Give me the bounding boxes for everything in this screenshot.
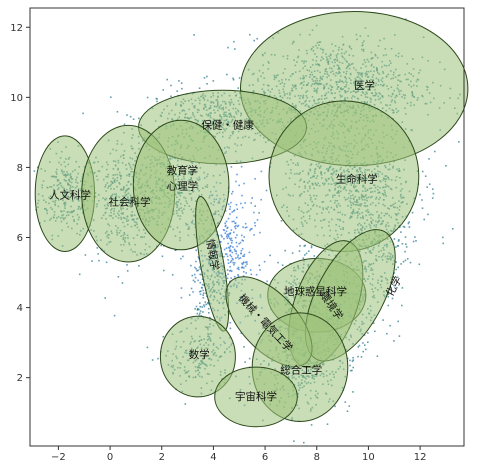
region-label-12: 数学 [189,348,210,361]
y-tick-label-5: 12 [10,23,23,34]
x-tick-label-1: 0 [107,452,113,460]
x-axis-ticks: −2 0 2 4 6 8 10 12 [51,446,426,460]
x-tick-label-5: 8 [314,452,320,460]
region-label-6: 心理学 [167,180,199,193]
region-label-5: 教育学 [167,164,199,177]
y-tick-label-2: 6 [17,233,23,244]
regions-layer [34,11,469,428]
region-label-8: 地球惑星科学 [284,285,347,298]
region-label-3: 人文科学 [49,189,91,202]
region-label-2: 生命科学 [336,173,378,186]
region-ellipse-14 [214,366,298,428]
region-label-14: 宇宙科学 [235,390,277,403]
x-tick-label-2: 2 [159,452,165,460]
y-tick-label-3: 8 [17,163,23,174]
plot-frame [29,7,465,447]
region-label-7: 情報学 [203,238,221,271]
region-ellipse-12 [159,315,236,398]
x-tick-label-3: 4 [210,452,216,460]
y-tick-label-0: 2 [17,373,23,384]
x-tick-label-0: −2 [51,452,66,460]
y-tick-label-1: 4 [17,303,23,314]
x-tick-label-6: 10 [362,452,375,460]
region-label-0: 医学 [354,79,375,92]
x-tick-label-4: 6 [262,452,268,460]
x-tick-label-7: 12 [414,452,427,460]
region-label-13: 総合工学 [280,364,322,377]
region-label-1: 保健・健康 [201,118,254,131]
region-label-4: 社会科学 [109,196,151,209]
y-tick-label-4: 10 [10,93,23,104]
y-axis-ticks: 2 4 6 8 10 12 [10,23,30,384]
